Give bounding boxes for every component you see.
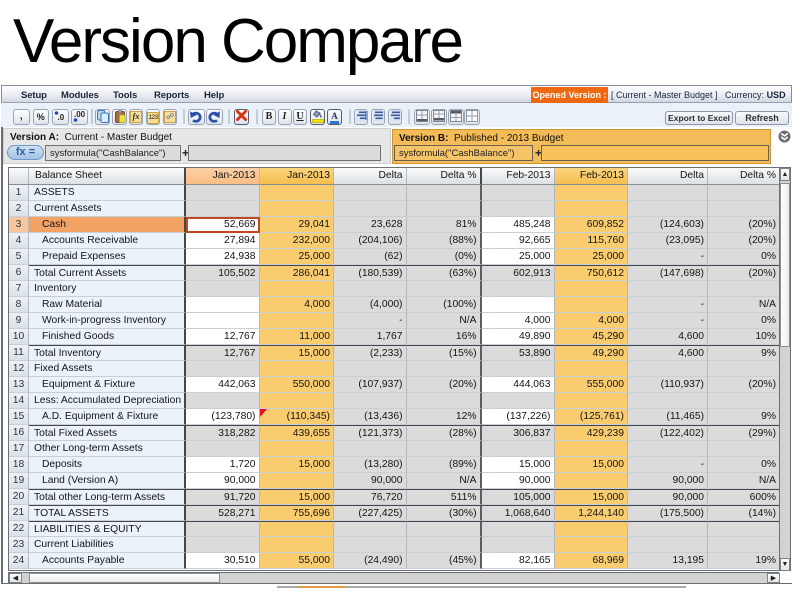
svg-text:.0: .0 [57,113,64,122]
svg-text:.00: .00 [74,110,86,119]
